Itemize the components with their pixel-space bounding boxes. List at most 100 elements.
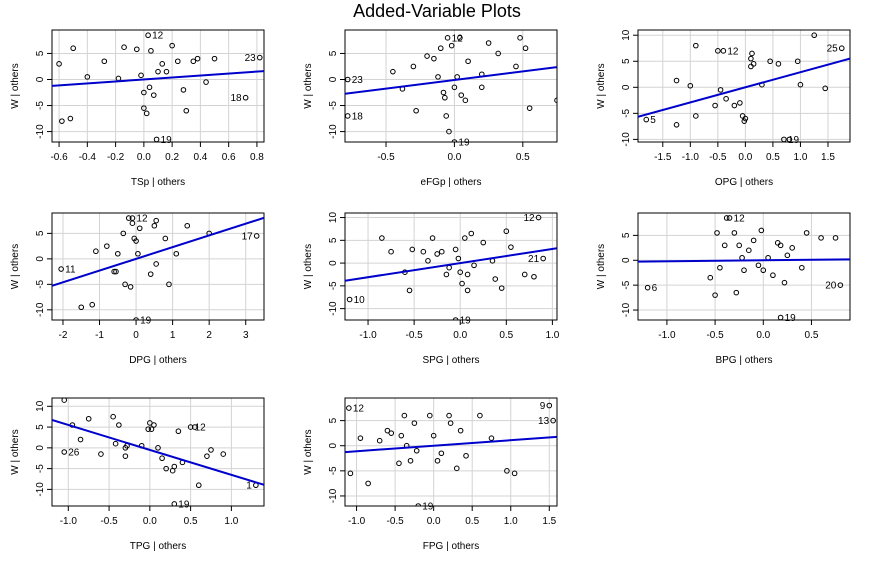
data-point [786,136,793,142]
y-tick-label: -10 [35,302,46,317]
data-point [726,215,733,221]
data-point [146,84,153,91]
data-point [390,68,396,75]
y-tick-label: 10 [35,400,46,412]
data-point [643,116,650,123]
fit-line [345,66,557,95]
data-point [112,440,119,447]
fit-line [52,70,264,87]
data-point [376,437,383,444]
data-point [465,58,471,65]
data-point [478,84,485,91]
y-tick-label: -10 [328,301,339,316]
data-point [413,107,419,114]
data-point [767,58,773,65]
x-tick-label: 0.5 [516,152,530,163]
data-point [721,242,728,249]
data-point [811,32,818,39]
x-tick-label: 0.5 [184,516,198,527]
data-point [714,230,720,236]
point-label: 19 [785,313,797,324]
data-point [155,445,161,451]
y-tick-label: -5 [328,281,339,290]
data-point [777,242,784,249]
data-point [58,266,64,272]
data-point [104,243,110,249]
data-point [442,94,448,101]
point-label: 12 [734,213,746,224]
data-point [438,450,445,457]
data-point [135,250,141,257]
y-tick-label: 0 [328,443,339,449]
point-label: 19 [161,135,173,146]
data-point [406,287,413,294]
y-axis-title: W | others [596,244,607,289]
data-point [173,250,180,257]
data-point [365,480,371,487]
data-point [127,284,134,290]
data-point [712,102,718,109]
data-point [741,118,748,124]
data-point [794,58,801,65]
x-axis-title: SPG | others [422,355,479,366]
data-point [457,427,464,434]
x-axis-title: DPG | others [129,355,187,366]
data-point [717,87,724,93]
x-tick-label: 2 [206,330,212,341]
y-tick-label: 5 [328,50,339,56]
x-tick-label: 1.0 [224,516,238,527]
y-tick-label: 0 [35,445,46,451]
x-tick-label: -1.5 [654,152,672,163]
data-point [110,413,116,420]
point-label: 19 [178,499,190,510]
data-point [693,42,699,49]
point-label: 10 [354,295,366,306]
x-tick-label: -0.5 [386,516,404,527]
data-point [190,58,197,65]
data-point [429,235,436,241]
data-point [113,268,119,275]
point-label: 6 [652,283,658,294]
x-tick-label: -1.0 [348,516,366,527]
point-label: 12 [152,31,164,42]
y-tick-label: -5 [621,108,632,117]
data-points [643,32,845,142]
data-point [838,45,845,52]
y-tick-label: 0 [35,76,46,82]
data-point [203,79,209,85]
point-label: 11 [65,265,76,276]
data-point [420,248,427,255]
data-point [430,432,437,439]
data-point [388,248,394,255]
page-title: Added-Variable Plots [353,1,521,21]
x-tick-label: 0.0 [143,516,157,527]
data-point [723,95,729,102]
data-point [526,105,533,111]
data-point [171,463,178,470]
x-tick-label: -0.4 [79,152,97,163]
data-point [145,32,151,39]
point-label: 5 [650,115,656,126]
data-point [736,242,742,249]
data-point [504,468,510,474]
point-label: 18 [352,111,364,122]
data-point [151,222,158,229]
y-axis-title: W | others [10,63,21,108]
y-tick-label: 5 [35,230,46,236]
panel-2: -0.5 0.0 0.5 -10 -5 0 5 eFGp | others W | others… [303,29,558,188]
data-point [169,42,175,49]
data-point [174,58,181,65]
data-point [451,139,458,142]
data-point [443,271,450,278]
point-label: 12 [523,213,535,224]
y-axis-title: W | others [303,244,314,289]
data-point [673,122,680,128]
data-point [153,136,160,142]
data-point [731,230,738,236]
data-point [133,238,139,244]
data-point [832,235,839,241]
data-point [508,244,514,250]
fit-line [345,435,557,454]
